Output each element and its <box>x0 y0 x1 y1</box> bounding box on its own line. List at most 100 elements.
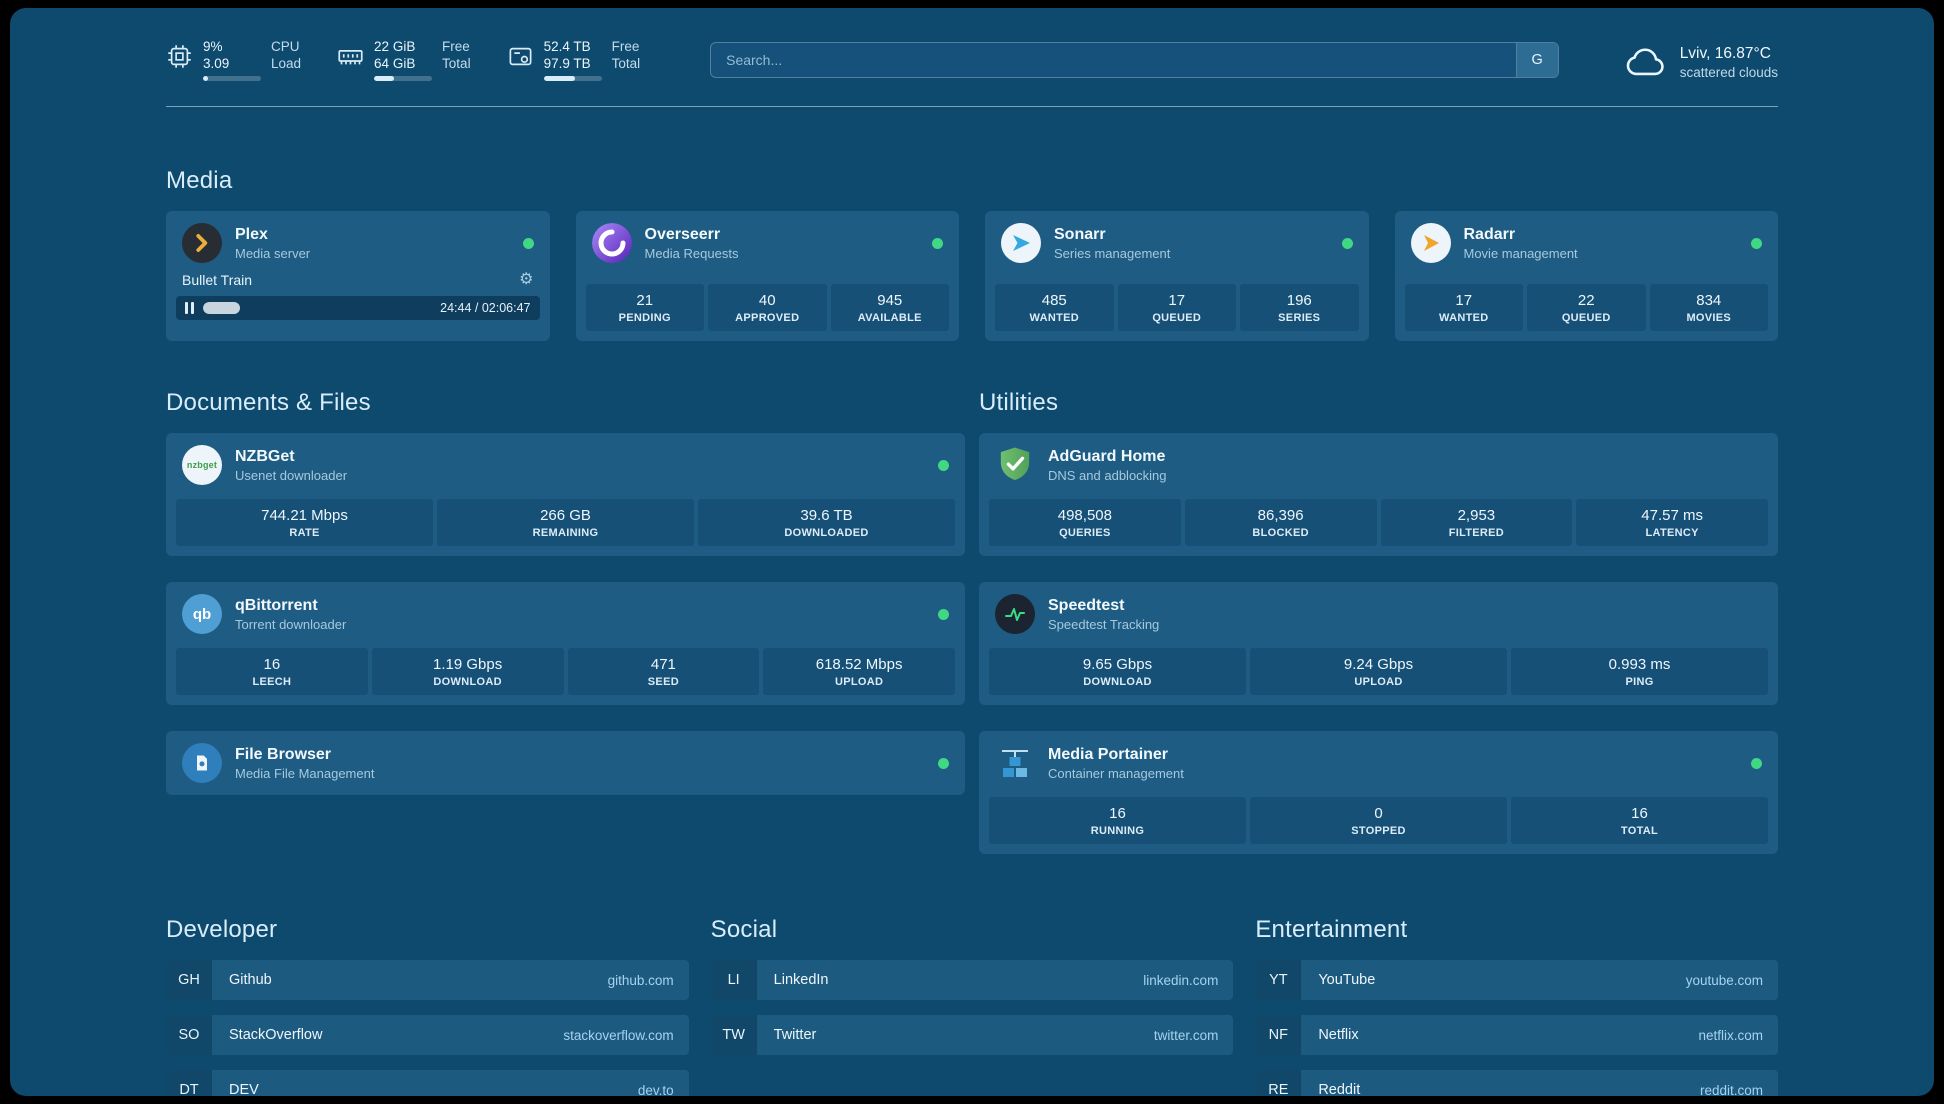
service-card-adguard[interactable]: AdGuard Home DNS and adblocking 498,508 Q… <box>979 433 1778 556</box>
section-title-utilities: Utilities <box>979 389 1059 416</box>
status-indicator <box>938 608 949 620</box>
filebrowser-head-text: File Browser Media File Management <box>235 746 374 781</box>
stat-box: 471 SEED <box>567 648 760 695</box>
settings-gear-icon[interactable]: ⚙ <box>519 271 534 288</box>
stat-box: 17 QUEUED <box>1117 284 1236 331</box>
stat-box: 744.21 Mbps RATE <box>176 499 433 546</box>
bookmark-abbr: NF <box>1255 1015 1302 1055</box>
disk-values: 52.4 TB 97.9 TB <box>543 38 602 81</box>
stat-box: 16 LEECH <box>176 648 368 695</box>
service-name: Speedtest <box>1048 596 1125 614</box>
qbittorrent-head-text: qBittorrent Torrent downloader <box>235 597 346 632</box>
status-indicator <box>1341 237 1353 249</box>
service-card-filebrowser[interactable]: File Browser Media File Management <box>166 731 965 795</box>
service-card-nzbget[interactable]: nzbget NZBGet Usenet downloader 744.21 M… <box>166 433 965 556</box>
service-card-qbittorrent[interactable]: qb qBittorrent Torrent downloader 16 LEEC… <box>166 582 965 705</box>
bookmark-group-entertainment: Entertainment YT YouTube youtube.com NF … <box>1255 916 1778 1096</box>
search-provider-button[interactable]: G <box>1515 43 1558 77</box>
stat-box: 47.57 ms LATENCY <box>1576 499 1768 546</box>
service-card-portainer[interactable]: Media Portainer Container management 16 R… <box>979 731 1778 854</box>
status-indicator <box>938 459 949 471</box>
nzbget-head-text: NZBGet Usenet downloader <box>235 448 347 483</box>
status-indicator <box>1751 757 1762 769</box>
weather-location: Lviv, 16.87°C <box>1679 44 1771 62</box>
service-card-radarr[interactable]: Radarr Movie management 17 WANTED 22 QUEUE… <box>1394 211 1778 341</box>
bookmark-url: linkedin.com <box>1143 972 1219 988</box>
service-card-overseerr[interactable]: Overseerr Media Requests 21 PENDING 40 APP… <box>575 211 959 341</box>
bookmark-github[interactable]: GH Github github.com <box>166 960 689 1000</box>
stat-box: 0 STOPPED <box>1250 797 1507 844</box>
bookmark-name: YouTube <box>1318 972 1376 988</box>
stat-box: 196 SERIES <box>1240 284 1359 331</box>
disk-bar <box>543 76 602 81</box>
service-card-speedtest[interactable]: Speedtest Speedtest Tracking 9.65 Gbps DO… <box>979 582 1778 705</box>
media-grid: Plex Media server Bullet Train ⚙ 24:44 /… <box>166 211 1778 341</box>
playback-fill <box>203 302 240 314</box>
stat-box: 86,396 BLOCKED <box>1184 499 1377 546</box>
memory-icon <box>337 43 364 70</box>
memory-values: 22 GiB 64 GiB <box>374 38 433 81</box>
bookmark-name: Reddit <box>1318 1082 1361 1096</box>
memory-labels: Free Total <box>442 38 471 72</box>
bookmark-url: reddit.com <box>1699 1082 1763 1097</box>
bookmark-abbr: DT <box>166 1070 212 1096</box>
cpu-widget: 9% 3.09 CPU Load <box>166 38 301 81</box>
bookmark-youtube[interactable]: YT YouTube youtube.com <box>1255 960 1778 1000</box>
utilities-column: Utilities AdGuard Home DNS and adblockin… <box>979 389 1778 854</box>
section-title-developer: Developer <box>166 916 278 943</box>
bookmark-twitter[interactable]: TW Twitter twitter.com <box>710 1015 1234 1055</box>
bookmark-dev[interactable]: DT DEV dev.to <box>166 1070 689 1096</box>
bookmark-name: Github <box>229 972 272 988</box>
bookmark-url: youtube.com <box>1685 972 1763 988</box>
cpu-icon <box>166 43 193 70</box>
bookmark-name: DEV <box>229 1082 259 1096</box>
service-description: Media File Management <box>235 765 375 781</box>
speedtest-head-text: Speedtest Speedtest Tracking <box>1048 597 1159 632</box>
stat-box: 17 WANTED <box>1404 284 1523 331</box>
service-name: Plex <box>235 225 268 243</box>
memory-free: 22 GiB <box>374 39 416 54</box>
bookmark-abbr: SO <box>166 1015 212 1055</box>
overseerr-icon <box>591 223 632 263</box>
stat-box: 9.24 Gbps UPLOAD <box>1250 648 1507 695</box>
service-name: Media Portainer <box>1048 745 1169 763</box>
portainer-stats: 16 RUNNING 0 STOPPED 16 TOTAL <box>989 797 1768 844</box>
stat-box: 16 TOTAL <box>1511 797 1768 844</box>
cpu-bar <box>203 76 261 81</box>
documents-column: Documents & Files nzbget NZBGet Usenet d… <box>166 389 965 854</box>
bookmark-reddit[interactable]: RE Reddit reddit.com <box>1255 1070 1778 1096</box>
radarr-stats: 17 WANTED 22 QUEUED 834 MOVIES <box>1404 284 1768 331</box>
bookmark-group-social: Social LI LinkedIn linkedin.com TW Twitt… <box>710 916 1234 1096</box>
service-description: Torrent downloader <box>235 616 347 632</box>
memory-widget: 22 GiB 64 GiB Free Total <box>337 38 471 81</box>
portainer-head-text: Media Portainer Container management <box>1048 746 1184 781</box>
stat-box: 21 PENDING <box>585 284 704 331</box>
pause-icon[interactable] <box>185 302 194 314</box>
status-indicator <box>1751 237 1762 249</box>
stat-box: 485 WANTED <box>995 284 1114 331</box>
service-card-plex[interactable]: Plex Media server Bullet Train ⚙ 24:44 /… <box>166 211 550 341</box>
now-playing-row: Bullet Train ⚙ <box>176 271 540 289</box>
search-input[interactable] <box>711 43 1516 77</box>
playback-track <box>203 302 431 314</box>
sonarr-icon <box>1001 223 1041 263</box>
service-description: DNS and adblocking <box>1048 467 1167 483</box>
stat-box: 9.65 Gbps DOWNLOAD <box>989 648 1246 695</box>
status-indicator <box>938 757 949 769</box>
stat-box: 834 MOVIES <box>1649 284 1768 331</box>
section-title-documents: Documents & Files <box>166 389 371 416</box>
sonarr-stats: 485 WANTED 17 QUEUED 196 SERIES <box>995 284 1359 331</box>
bookmark-stackoverflow[interactable]: SO StackOverflow stackoverflow.com <box>166 1015 689 1055</box>
service-card-sonarr[interactable]: Sonarr Series management 485 WANTED 17 QUE… <box>985 211 1369 341</box>
memory-label-2: Total <box>442 56 471 71</box>
overseerr-head-text: Overseerr Media Requests <box>645 226 739 261</box>
service-description: Media server <box>235 245 311 261</box>
bookmark-netflix[interactable]: NF Netflix netflix.com <box>1255 1015 1778 1055</box>
two-column-area: Documents & Files nzbget NZBGet Usenet d… <box>166 389 1778 854</box>
memory-bar <box>374 76 433 81</box>
bookmark-linkedin[interactable]: LI LinkedIn linkedin.com <box>710 960 1234 1000</box>
disk-icon <box>507 43 534 70</box>
status-indicator <box>522 237 534 249</box>
bookmark-group-developer: Developer GH Github github.com SO StackO… <box>166 916 689 1096</box>
bookmark-name: Twitter <box>773 1027 817 1043</box>
